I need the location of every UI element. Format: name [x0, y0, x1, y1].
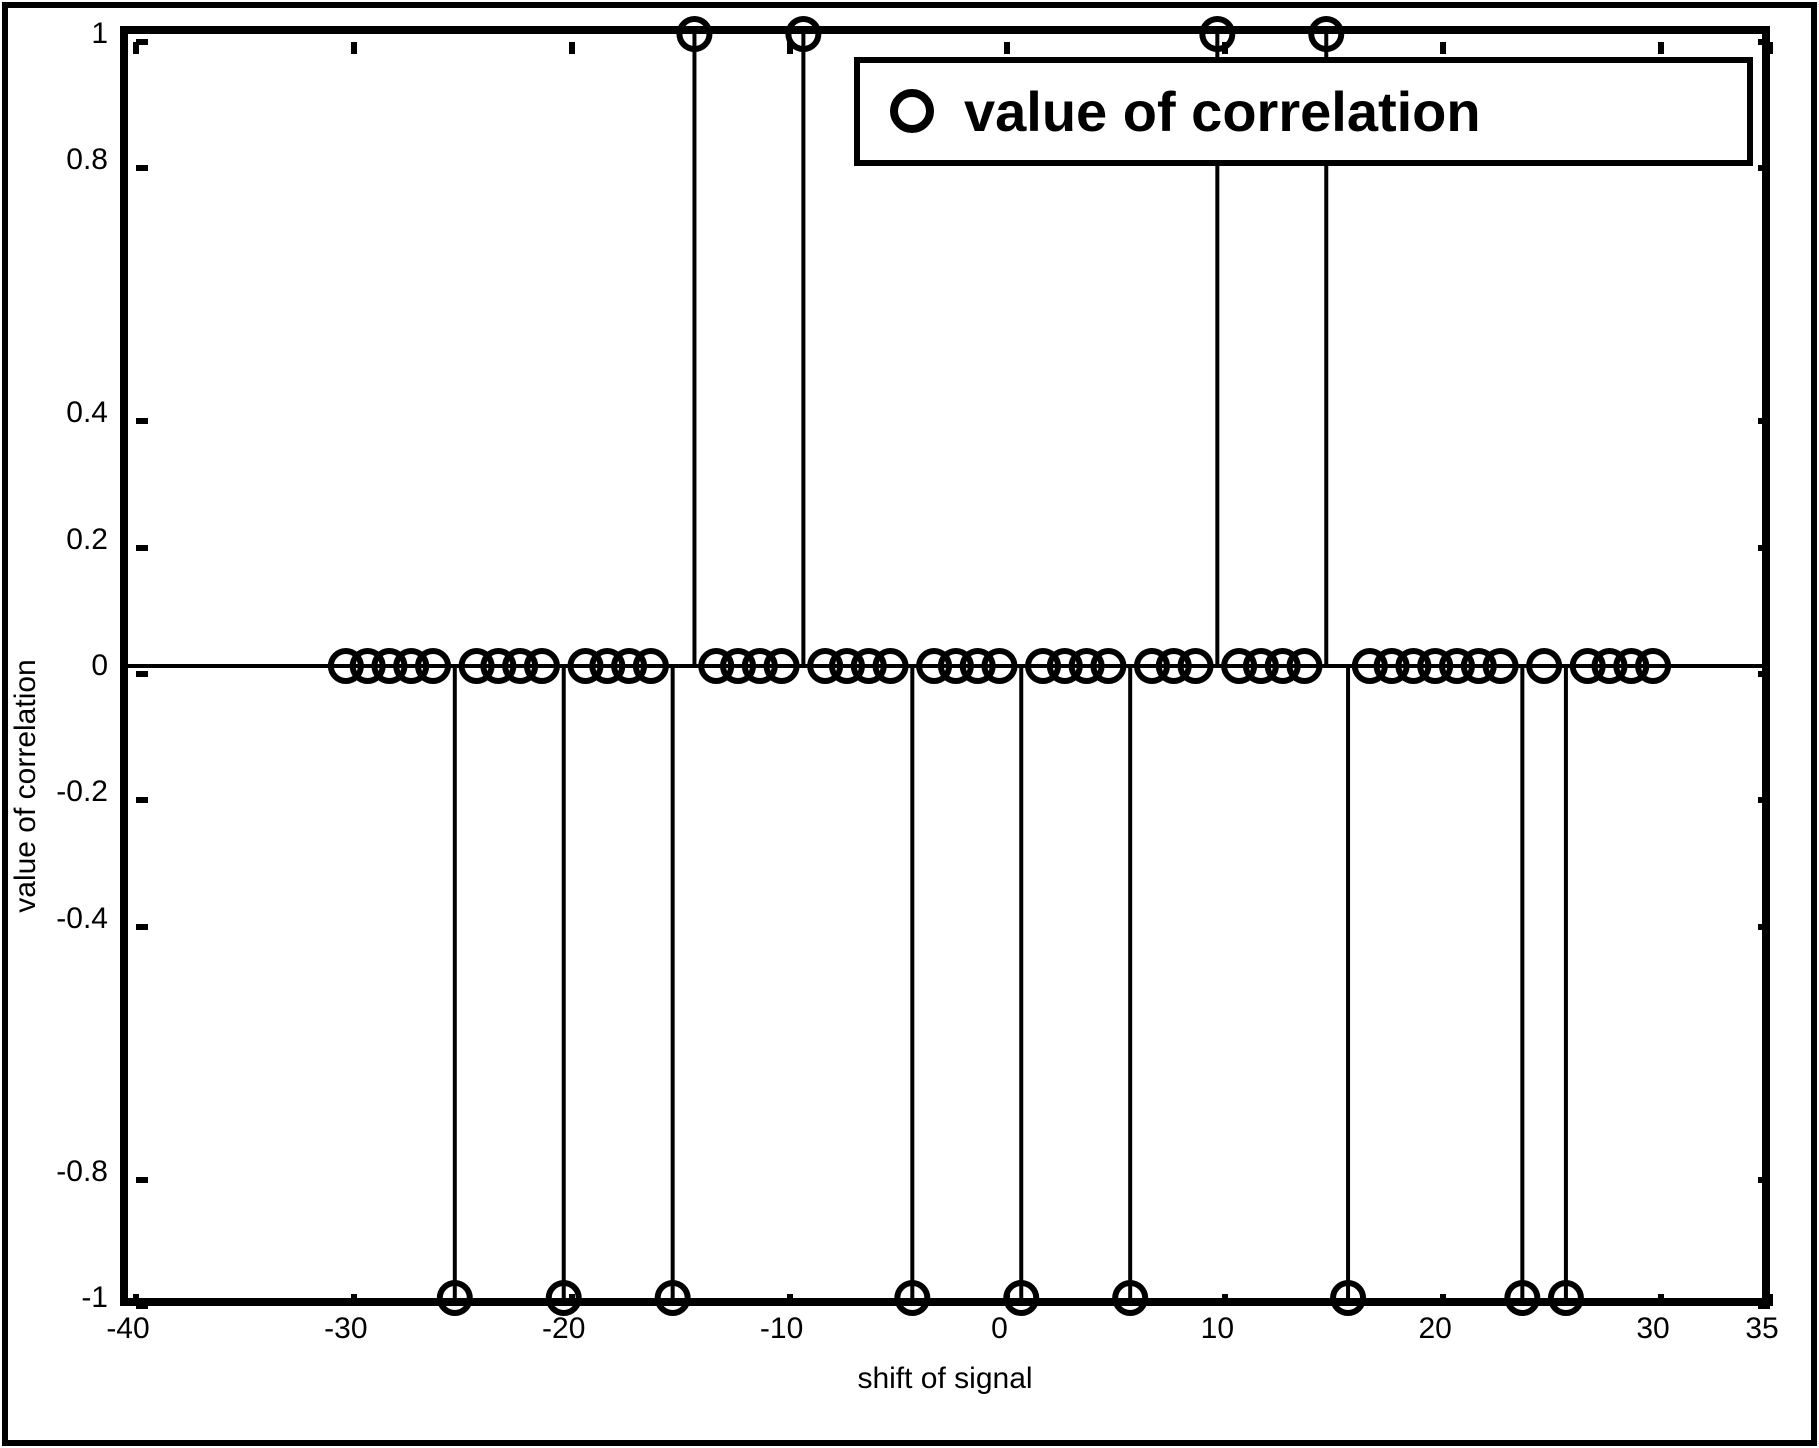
yaxis-tick	[136, 165, 148, 171]
xaxis-tick-label: -10	[760, 1312, 803, 1346]
xaxis-tick	[1658, 1294, 1664, 1306]
yaxis-tick-label: 0.2	[66, 523, 108, 557]
legend: value of correlation	[854, 57, 1753, 166]
xaxis-tick	[1004, 1294, 1010, 1306]
yaxis-tick-label: 1	[91, 17, 108, 51]
xaxis-tick	[351, 1294, 357, 1306]
plot-area: value of correlation	[120, 26, 1770, 1306]
yaxis-tick	[136, 1303, 148, 1309]
xaxis-tick	[1440, 42, 1446, 54]
yaxis-tick-label: 0.8	[66, 143, 108, 177]
xaxis-tick-label: -20	[542, 1312, 585, 1346]
yaxis-tick	[1758, 418, 1770, 424]
yaxis-tick	[1758, 545, 1770, 551]
yaxis-tick	[136, 1177, 148, 1183]
yaxis-tick	[1758, 797, 1770, 803]
xaxis-tick-label: 0	[991, 1312, 1008, 1346]
xaxis-tick	[569, 1294, 575, 1306]
yaxis-tick	[1758, 39, 1770, 45]
xaxis-tick-label: 10	[1201, 1312, 1234, 1346]
xaxis-tick-label: -40	[106, 1312, 149, 1346]
xaxis-tick	[1440, 1294, 1446, 1306]
xaxis-tick-label: 20	[1419, 1312, 1452, 1346]
chart-container: value of correlation shift of signal val…	[2, 2, 1817, 1446]
xaxis-tick	[351, 42, 357, 54]
xaxis-tick	[787, 42, 793, 54]
yaxis-tick-label: -0.2	[56, 775, 108, 809]
xaxis-tick-label: 35	[1745, 1312, 1778, 1346]
xaxis-tick	[1222, 42, 1228, 54]
yaxis-tick-label: 0.4	[66, 396, 108, 430]
yaxis-tick	[136, 671, 148, 677]
yaxis-tick-label: -0.4	[56, 902, 108, 936]
xaxis-tick	[1004, 42, 1010, 54]
plot-svg	[128, 34, 1762, 1298]
xaxis-tick-label: 30	[1636, 1312, 1669, 1346]
yaxis-tick	[1758, 1177, 1770, 1183]
legend-row: value of correlation	[860, 63, 1747, 160]
yaxis-label: value of correlation	[9, 659, 43, 912]
xaxis-tick-label: -30	[324, 1312, 367, 1346]
yaxis-tick	[136, 418, 148, 424]
legend-marker-circle	[890, 89, 934, 133]
xaxis-tick	[1222, 1294, 1228, 1306]
xaxis-tick	[1658, 42, 1664, 54]
yaxis-tick	[1758, 924, 1770, 930]
yaxis-tick-label: -1	[81, 1281, 108, 1315]
xaxis-label: shift of signal	[857, 1362, 1032, 1396]
yaxis-tick	[136, 39, 148, 45]
yaxis-tick-label: -0.8	[56, 1155, 108, 1189]
yaxis-tick-label: 0	[91, 649, 108, 683]
yaxis-tick	[1758, 1303, 1770, 1309]
xaxis-tick	[787, 1294, 793, 1306]
yaxis-tick	[136, 924, 148, 930]
yaxis-tick	[1758, 671, 1770, 677]
xaxis-tick	[569, 42, 575, 54]
legend-label: value of correlation	[964, 79, 1481, 144]
yaxis-tick	[136, 545, 148, 551]
yaxis-tick	[1758, 165, 1770, 171]
yaxis-tick	[136, 797, 148, 803]
